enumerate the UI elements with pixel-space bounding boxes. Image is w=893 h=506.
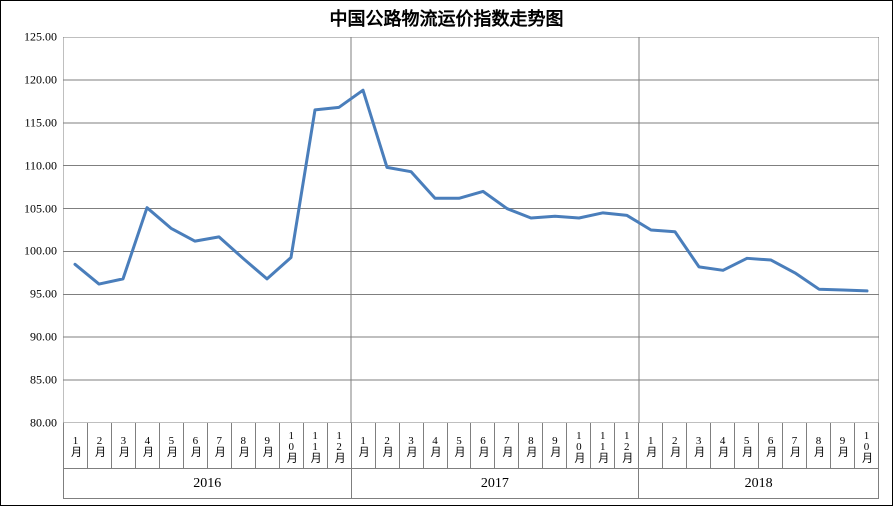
month-label: 10月 (858, 430, 874, 462)
ytick-label: 100.00 (24, 244, 63, 259)
month-cell: 6月 (759, 423, 783, 468)
month-cell: 4月 (424, 423, 448, 468)
month-label: 1月 (355, 435, 371, 456)
month-label: 4月 (139, 435, 155, 456)
month-label: 5月 (451, 435, 467, 456)
month-label: 9月 (259, 435, 275, 456)
month-label: 8月 (523, 435, 539, 456)
month-label: 10月 (283, 430, 299, 462)
chart-title: 中国公路物流运价指数走势图 (1, 5, 892, 31)
month-cell: 2月 (376, 423, 400, 468)
month-cell: 7月 (208, 423, 232, 468)
month-cell: 12月 (328, 423, 352, 468)
month-label: 4月 (427, 435, 443, 456)
month-cell: 11月 (304, 423, 328, 468)
ytick-label: 85.00 (30, 373, 63, 388)
month-label: 2月 (667, 435, 683, 456)
month-cell: 5月 (160, 423, 184, 468)
year-cell: 2018 (639, 469, 878, 498)
ytick-label: 120.00 (24, 72, 63, 87)
month-cell: 3月 (112, 423, 136, 468)
month-cell: 9月 (256, 423, 280, 468)
month-cell: 2月 (663, 423, 687, 468)
ytick-label: 105.00 (24, 201, 63, 216)
month-cell: 6月 (184, 423, 208, 468)
month-label: 12月 (619, 430, 635, 462)
month-label: 6月 (187, 435, 203, 456)
year-row: 201620172018 (63, 469, 879, 499)
month-cell: 12月 (615, 423, 639, 468)
month-label: 3月 (691, 435, 707, 456)
month-cell: 8月 (807, 423, 831, 468)
month-cell: 9月 (543, 423, 567, 468)
year-cell: 2017 (352, 469, 640, 498)
month-label: 11月 (595, 430, 611, 462)
month-label: 12月 (331, 430, 347, 462)
ytick-label: 90.00 (30, 330, 63, 345)
month-cell: 5月 (735, 423, 759, 468)
month-cell: 10月 (567, 423, 591, 468)
month-label: 3月 (403, 435, 419, 456)
month-label: 5月 (163, 435, 179, 456)
ytick-label: 115.00 (24, 115, 63, 130)
month-cell: 7月 (495, 423, 519, 468)
month-row: 1月 2月 3月 4月 5月 6月 7月 8月 9月 10月 11月 12月 1月 2月 3月 4月 5月 6月 7… (63, 423, 879, 469)
month-cell: 1月 (639, 423, 663, 468)
plot-area: 1月 2月 3月 4月 5月 6月 7月 8月 9月 10月 11月 12月 1月 2月 3月 4月 5月 6月 7… (63, 37, 879, 499)
month-label: 5月 (739, 435, 755, 456)
month-label: 1月 (643, 435, 659, 456)
month-label: 2月 (379, 435, 395, 456)
month-cell: 8月 (519, 423, 543, 468)
month-cell: 11月 (591, 423, 615, 468)
month-label: 10月 (571, 430, 587, 462)
month-cell: 10月 (280, 423, 304, 468)
month-label: 6月 (763, 435, 779, 456)
month-cell: 9月 (831, 423, 855, 468)
month-label: 7月 (211, 435, 227, 456)
month-label: 11月 (307, 430, 323, 462)
month-cell: 4月 (711, 423, 735, 468)
x-axis: 1月 2月 3月 4月 5月 6月 7月 8月 9月 10月 11月 12月 1月 2月 3月 4月 5月 6月 7… (63, 423, 879, 499)
month-cell: 2月 (88, 423, 112, 468)
month-cell: 3月 (687, 423, 711, 468)
ytick-label: 125.00 (24, 30, 63, 45)
month-label: 4月 (715, 435, 731, 456)
month-label: 3月 (115, 435, 131, 456)
month-label: 9月 (834, 435, 850, 456)
month-cell: 6月 (471, 423, 495, 468)
plot-svg (63, 37, 879, 423)
month-label: 1月 (67, 435, 83, 456)
month-label: 6月 (475, 435, 491, 456)
month-label: 8月 (811, 435, 827, 456)
month-cell: 8月 (232, 423, 256, 468)
month-cell: 1月 (352, 423, 376, 468)
month-cell: 7月 (783, 423, 807, 468)
month-cell: 4月 (136, 423, 160, 468)
ytick-label: 110.00 (24, 158, 63, 173)
month-label: 8月 (235, 435, 251, 456)
line-chart: 中国公路物流运价指数走势图 1月 2月 3月 4月 5月 6月 7月 8月 9月 10月 11月 12… (0, 0, 893, 506)
ytick-label: 95.00 (30, 287, 63, 302)
year-cell: 2016 (64, 469, 352, 498)
month-cell: 1月 (64, 423, 88, 468)
ytick-label: 80.00 (30, 416, 63, 431)
month-label: 7月 (787, 435, 803, 456)
month-cell: 10月 (855, 423, 878, 468)
month-label: 2月 (91, 435, 107, 456)
month-cell: 3月 (400, 423, 424, 468)
month-label: 7月 (499, 435, 515, 456)
month-cell: 5月 (448, 423, 472, 468)
month-label: 9月 (547, 435, 563, 456)
